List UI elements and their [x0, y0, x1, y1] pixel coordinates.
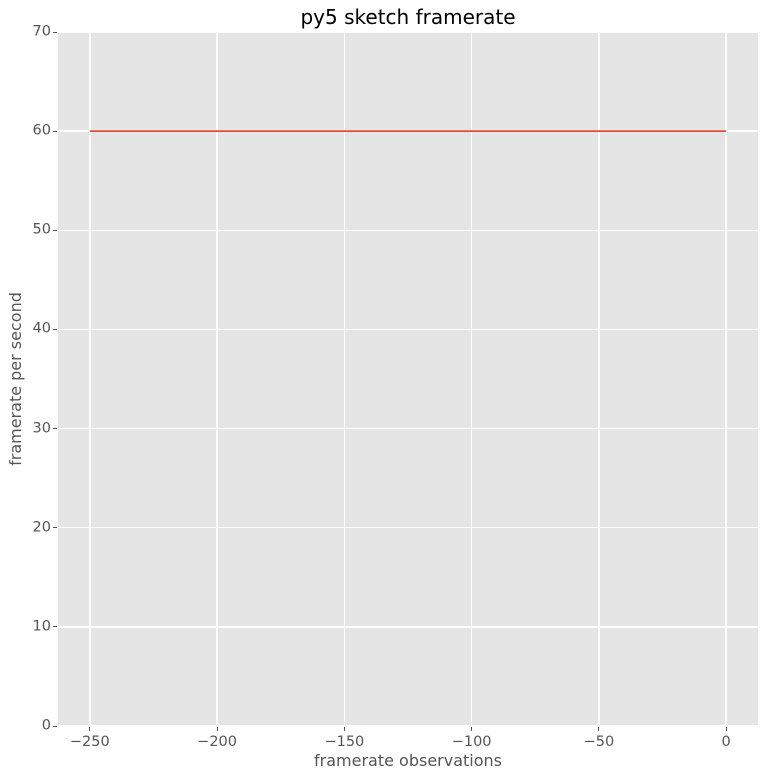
x-gridline [598, 32, 600, 726]
y-gridline [58, 626, 758, 628]
x-tick-label: −150 [324, 734, 365, 750]
y-gridline [58, 328, 758, 331]
y-tick-label: 0 [41, 717, 51, 734]
x-tick-mark [216, 727, 218, 731]
x-tick-mark [343, 727, 345, 731]
y-tick-mark [53, 130, 57, 132]
y-tick-mark [53, 428, 57, 430]
x-tick-label: −250 [69, 734, 110, 750]
x-gridline [89, 32, 91, 726]
x-tick-mark [598, 727, 600, 731]
x-tick-label: −200 [197, 734, 237, 750]
series-layer [89, 130, 727, 133]
y-tick-mark [53, 328, 57, 330]
plot-area [58, 32, 758, 726]
y-tick-mark [53, 725, 57, 727]
y-gridline [58, 229, 758, 232]
x-tick-mark [725, 727, 727, 731]
x-axis-label: framerate observations [314, 751, 502, 770]
x-gridline [216, 32, 218, 726]
x-tick-label: 0 [721, 734, 731, 750]
y-tick-label: 70 [32, 23, 51, 40]
y-gridline [58, 725, 758, 726]
x-gridline [725, 32, 727, 726]
y-axis-label: framerate per second [6, 292, 25, 466]
x-tick-label: −100 [451, 734, 492, 750]
y-tick-mark [53, 31, 57, 33]
y-tick-mark [53, 527, 57, 529]
y-tick-label: 40 [32, 320, 51, 337]
chart-title: py5 sketch framerate [300, 5, 516, 29]
y-tick-label: 20 [32, 519, 51, 536]
y-tick-label: 10 [32, 618, 51, 635]
y-gridline [58, 32, 758, 33]
y-tick-label: 60 [32, 122, 51, 139]
y-gridline [58, 526, 758, 529]
x-tick-mark [89, 727, 91, 731]
y-gridline [58, 427, 758, 430]
y-tick-label: 30 [32, 420, 51, 437]
x-gridline [343, 32, 346, 726]
x-tick-label: −50 [583, 734, 615, 750]
y-tick-label: 50 [32, 221, 51, 238]
x-gridline [470, 32, 473, 726]
y-tick-mark [53, 229, 57, 231]
y-tick-mark [53, 626, 57, 628]
x-tick-mark [471, 727, 473, 731]
